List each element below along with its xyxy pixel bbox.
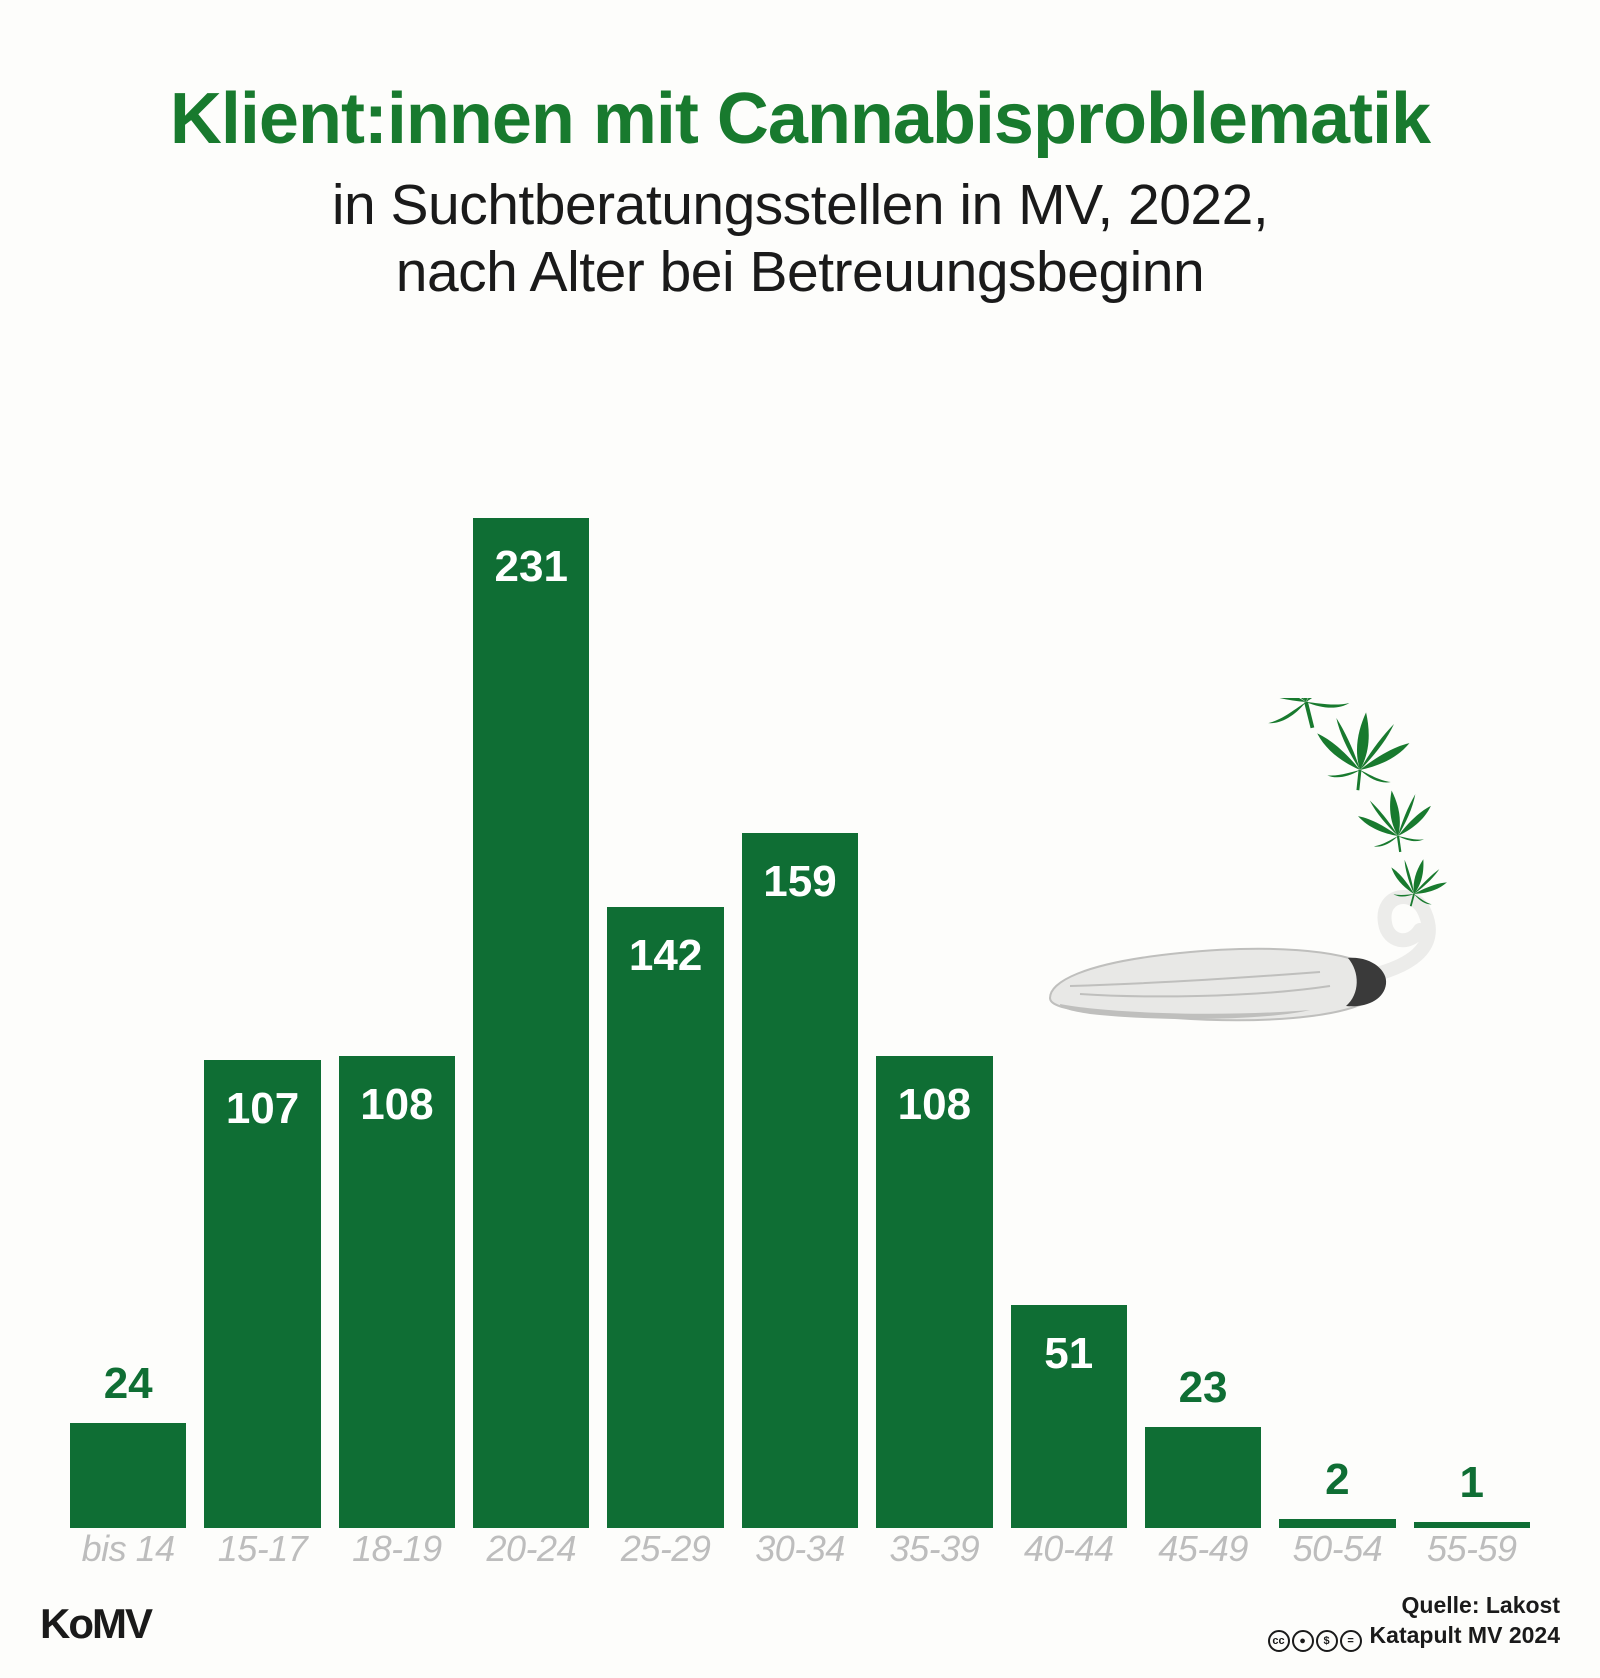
bar: 107 — [204, 1060, 320, 1528]
bar-value-label: 159 — [742, 857, 858, 907]
x-axis-label: 20-24 — [473, 1528, 589, 1578]
bar: 142 — [607, 907, 723, 1528]
bar-value-label: 108 — [876, 1080, 992, 1130]
bar: 159 — [742, 833, 858, 1528]
bar-value-label: 24 — [70, 1359, 186, 1409]
bar-chart: 24107108231142159108512321 bis 1415-1718… — [70, 518, 1530, 1578]
bar — [70, 1423, 186, 1528]
bar-group: 2 — [1279, 1519, 1395, 1528]
attribution: Quelle: Lakost cc●$= Katapult MV 2024 — [1268, 1591, 1560, 1652]
x-axis-label: 45-49 — [1145, 1528, 1261, 1578]
x-axis-label: 55-59 — [1414, 1528, 1530, 1578]
bar-group: 51 — [1011, 1305, 1127, 1528]
x-axis-label: 50-54 — [1279, 1528, 1395, 1578]
bar-value-label: 142 — [607, 931, 723, 981]
x-axis-label: 40-44 — [1011, 1528, 1127, 1578]
bar-group: 231 — [473, 518, 589, 1528]
x-axis-label: bis 14 — [70, 1528, 186, 1578]
nc-icon: $ — [1316, 1630, 1338, 1652]
subtitle-line1: in Suchtberatungsstellen in MV, 2022, — [332, 173, 1268, 237]
bar-value-label: 231 — [473, 542, 589, 592]
x-axis-label: 30-34 — [742, 1528, 858, 1578]
bars-container: 24107108231142159108512321 — [70, 518, 1530, 1528]
bar: 108 — [876, 1056, 992, 1528]
bar-group: 159 — [742, 833, 858, 1528]
bar-group: 107 — [204, 1060, 320, 1528]
nd-icon: = — [1340, 1630, 1362, 1652]
attribution-text: Katapult MV 2024 — [1370, 1622, 1560, 1648]
bar — [1145, 1427, 1261, 1528]
x-axis-label: 15-17 — [204, 1528, 320, 1578]
chart-subtitle: in Suchtberatungsstellen in MV, 2022, na… — [0, 172, 1600, 307]
x-axis-labels: bis 14 15-17 18-19 20-24 25-29 30-34 35-39 40-4… — [70, 1528, 1530, 1578]
by-icon: ● — [1292, 1630, 1314, 1652]
subtitle-line2: nach Alter bei Betreuungsbeginn — [396, 240, 1204, 304]
bar-group: 142 — [607, 907, 723, 1528]
bar: 108 — [339, 1056, 455, 1528]
cc-icon: cc — [1268, 1630, 1290, 1652]
chart-title: Klient:innen mit Cannabisproblematik — [0, 78, 1600, 160]
bar-group: 108 — [339, 1056, 455, 1528]
bar-group: 23 — [1145, 1427, 1261, 1528]
x-axis-label: 18-19 — [339, 1528, 455, 1578]
bar-value-label: 108 — [339, 1080, 455, 1130]
source-label: Quelle: Lakost — [1402, 1592, 1560, 1618]
bar-value-label: 2 — [1279, 1455, 1395, 1505]
bar-value-label: 23 — [1145, 1363, 1261, 1413]
cc-license-icons: cc●$= — [1268, 1622, 1364, 1652]
publisher-logo: KᴏMV — [40, 1600, 151, 1648]
bar-value-label: 1 — [1414, 1458, 1530, 1508]
bar-group: 24 — [70, 1423, 186, 1528]
bar-value-label: 107 — [204, 1084, 320, 1134]
bar: 51 — [1011, 1305, 1127, 1528]
x-axis-label: 35-39 — [876, 1528, 992, 1578]
bar-group: 108 — [876, 1056, 992, 1528]
bar: 231 — [473, 518, 589, 1528]
bar-value-label: 51 — [1011, 1329, 1127, 1379]
bar — [1279, 1519, 1395, 1528]
x-axis-label: 25-29 — [607, 1528, 723, 1578]
